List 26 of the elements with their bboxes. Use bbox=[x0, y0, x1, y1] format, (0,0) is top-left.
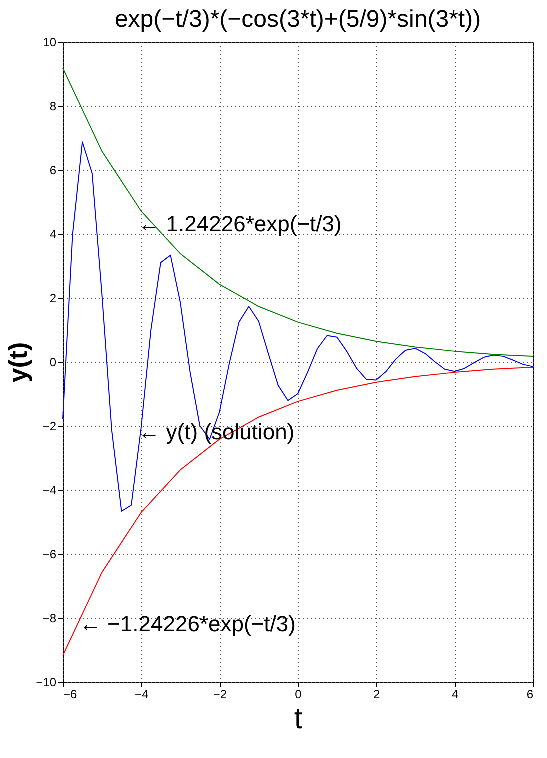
x-tick-label: 0 bbox=[295, 688, 302, 702]
y-tick-label: 10 bbox=[43, 36, 57, 50]
x-tick-label: 6 bbox=[526, 688, 534, 702]
y-tick-label: 2 bbox=[50, 292, 57, 306]
y-tick-label: 0 bbox=[50, 356, 57, 370]
x-tick-label: −6 bbox=[64, 688, 78, 702]
y-tick-label: 6 bbox=[50, 164, 57, 178]
y-tick-label: −2 bbox=[42, 420, 57, 434]
x-tick-label: 4 bbox=[452, 688, 459, 702]
y-tick-label: −6 bbox=[42, 548, 57, 562]
y-tick-label: −8 bbox=[42, 612, 57, 626]
x-tick-label: −2 bbox=[213, 688, 228, 702]
y-tick-label: 4 bbox=[50, 228, 57, 242]
y-tick-label: 8 bbox=[50, 100, 57, 114]
line-series bbox=[62, 68, 534, 358]
x-tick-label: −4 bbox=[134, 688, 149, 702]
line-series bbox=[62, 366, 534, 656]
y-tick-label: −4 bbox=[42, 484, 57, 498]
y-axis-title: y(t) bbox=[3, 342, 34, 383]
chart-title: exp(−t/3)*(−cos(3*t)+(5/9)*sin(3*t)) bbox=[114, 6, 482, 33]
x-axis-title: t bbox=[294, 702, 304, 736]
y-tick-label: −10 bbox=[36, 676, 57, 690]
line-series bbox=[62, 142, 534, 512]
x-tick-label: 2 bbox=[373, 688, 380, 702]
annotation: ← 1.24226*exp(−t/3) bbox=[138, 211, 342, 236]
annotation: ← −1.24226*exp(−t/3) bbox=[79, 611, 296, 636]
